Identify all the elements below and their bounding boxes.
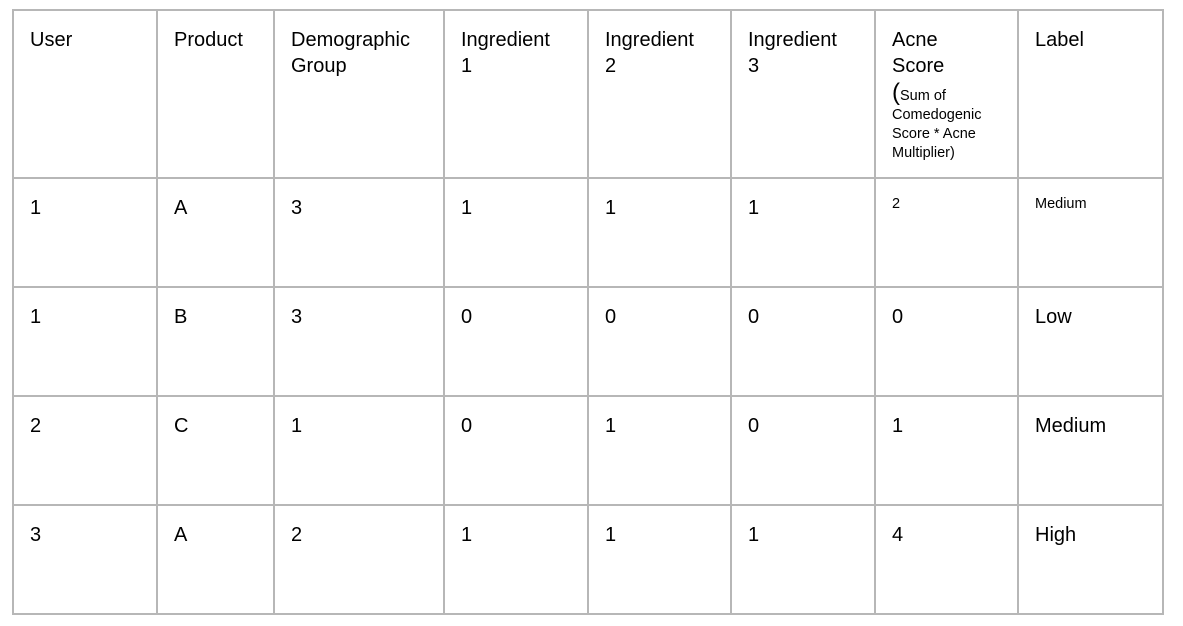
cell-user: 1 [12,286,158,397]
header-user: User [12,9,158,179]
cell-label: Medium [1017,177,1164,288]
cell-ingredient-2: 1 [587,177,732,288]
cell-acne-score: 0 [874,286,1019,397]
cell-demographic-group: 3 [273,177,445,288]
cell-ingredient-2: 1 [587,504,732,615]
table-row: 1 A 3 1 1 1 2 Medium [12,177,1164,288]
cell-demographic-group: 2 [273,504,445,615]
table-row: 1 B 3 0 0 0 0 Low [12,286,1164,397]
table-row: 2 C 1 0 1 0 1 Medium [12,395,1164,506]
cell-demographic-group: 3 [273,286,445,397]
header-ingredient-3: Ingredient 3 [730,9,876,179]
cell-label: Medium [1017,395,1164,506]
cell-label: High [1017,504,1164,615]
cell-ingredient-3: 1 [730,177,876,288]
cell-ingredient-2: 1 [587,395,732,506]
table-row: 3 A 2 1 1 1 4 High [12,504,1164,615]
cell-ingredient-1: 1 [443,504,589,615]
header-row: User Product Demographic Group Ingredien… [12,9,1164,179]
cell-acne-score: 4 [874,504,1019,615]
header-demographic-group: Demographic Group [273,9,445,179]
cell-product: B [156,286,275,397]
cell-user: 3 [12,504,158,615]
cell-ingredient-3: 0 [730,395,876,506]
header-ingredient-2: Ingredient 2 [587,9,732,179]
cell-ingredient-1: 1 [443,177,589,288]
header-label: Label [1017,9,1164,179]
cell-user: 1 [12,177,158,288]
cell-user: 2 [12,395,158,506]
cell-ingredient-1: 0 [443,395,589,506]
header-ingredient-1: Ingredient 1 [443,9,589,179]
cell-acne-score: 1 [874,395,1019,506]
cell-ingredient-3: 0 [730,286,876,397]
cell-product: A [156,177,275,288]
cell-ingredient-1: 0 [443,286,589,397]
cell-ingredient-3: 1 [730,504,876,615]
cell-acne-score: 2 [874,177,1019,288]
cell-product: A [156,504,275,615]
cell-ingredient-2: 0 [587,286,732,397]
header-product: Product [156,9,275,179]
data-table: User Product Demographic Group Ingredien… [12,9,1164,615]
cell-product: C [156,395,275,506]
cell-demographic-group: 1 [273,395,445,506]
header-acne-score: Acne Score (Sum of Comedogenic Score * A… [874,9,1019,179]
cell-label: Low [1017,286,1164,397]
